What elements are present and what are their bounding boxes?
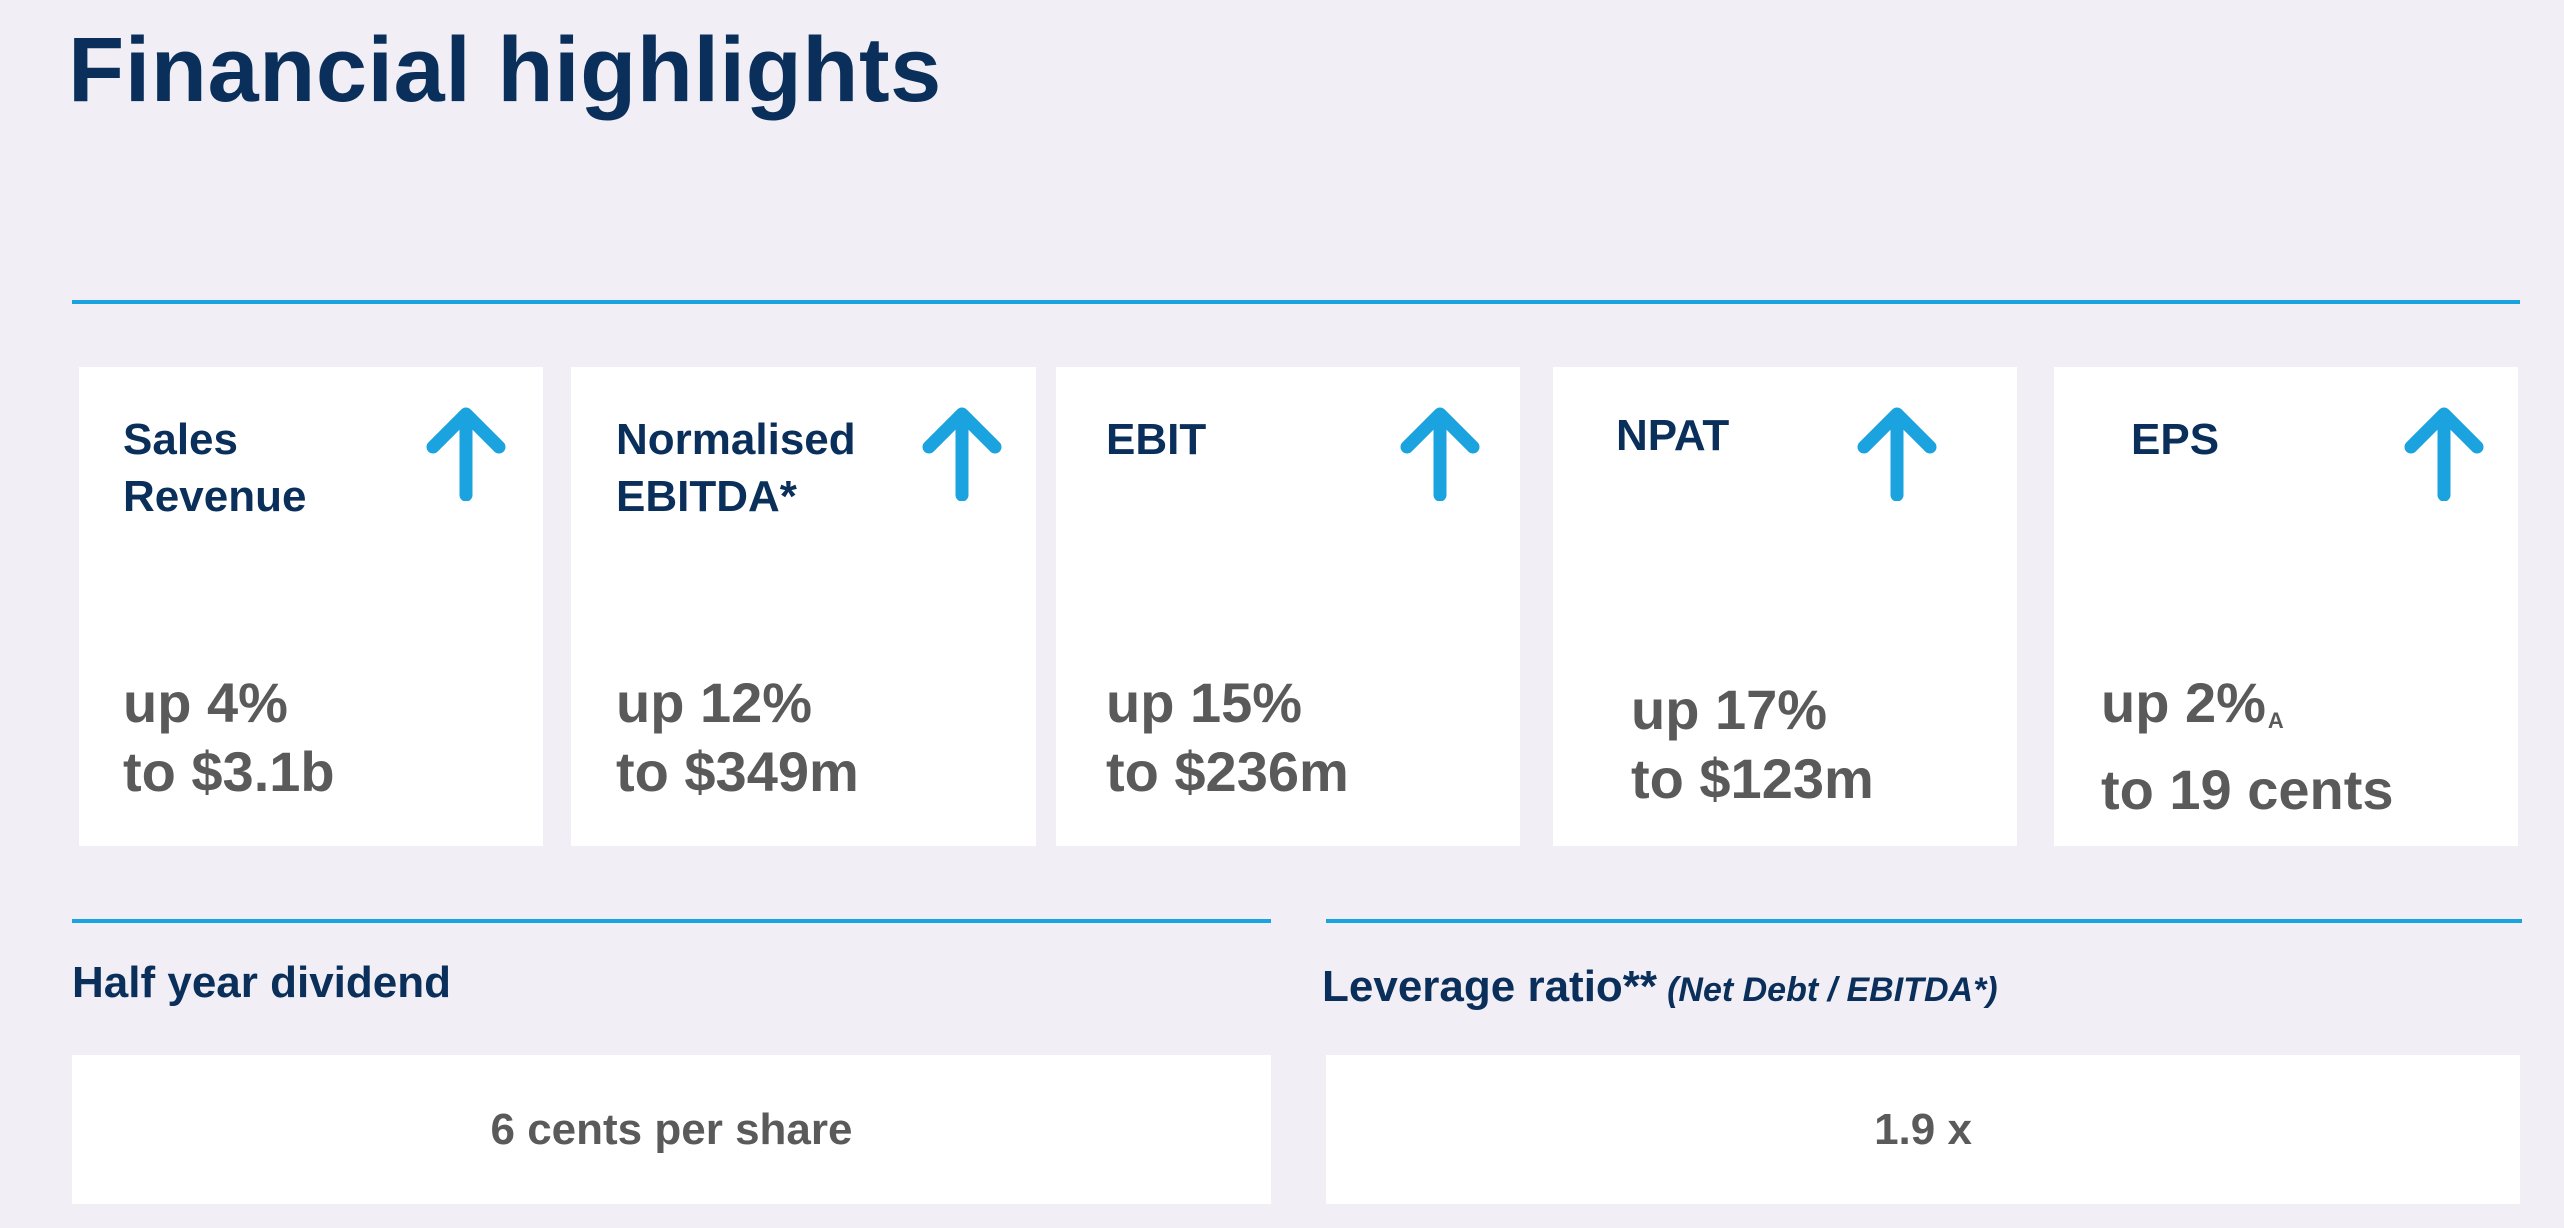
card-result: to $236m	[1106, 740, 1349, 803]
dividend-divider	[72, 919, 1271, 923]
card-label: EBIT	[1106, 411, 1206, 468]
card-value: up 12% to $349m	[616, 668, 859, 806]
card-label: Sales Revenue	[123, 411, 306, 525]
card-label-line-1: EBIT	[1106, 415, 1207, 464]
card-change: up 2%	[2101, 671, 2266, 734]
card-label-line-1: Sales	[123, 415, 238, 464]
card-change: up 4%	[123, 671, 288, 734]
card-value: up 17% to $123m	[1631, 675, 1874, 813]
card-result: to $123m	[1631, 747, 1874, 810]
card-change: up 12%	[616, 671, 813, 734]
card-sales-revenue: Sales Revenue up 4% to $3.1b	[79, 367, 543, 846]
top-divider	[72, 300, 2520, 304]
card-ebit: EBIT up 15% to $236m	[1056, 367, 1520, 846]
card-label: EPS	[2131, 411, 2219, 468]
card-label-line-1: EPS	[2131, 415, 2220, 464]
leverage-divider	[1326, 919, 2522, 923]
leverage-value: 1.9 x	[1874, 1104, 1972, 1154]
card-result: to 19 cents	[2101, 758, 2394, 821]
leverage-value-box: 1.9 x	[1326, 1055, 2520, 1204]
arrow-up-icon	[2404, 407, 2484, 501]
card-change: up 17%	[1631, 678, 1828, 741]
card-npat: NPAT up 17% to $123m	[1553, 367, 2017, 846]
card-value: up 2%A to 19 cents	[2101, 668, 2394, 824]
arrow-up-icon	[426, 407, 506, 501]
leverage-heading-label: Leverage ratio**	[1322, 962, 1658, 1011]
card-normalised-ebitda: Normalised EBITDA* up 12% to $349m	[571, 367, 1036, 846]
card-change: up 15%	[1106, 671, 1303, 734]
arrow-up-icon	[1857, 407, 1937, 501]
arrow-up-icon	[1400, 407, 1480, 501]
footnote-marker: A	[2267, 708, 2284, 733]
page-title: Financial highlights	[68, 19, 942, 121]
card-label-line-2: Revenue	[123, 472, 307, 521]
card-label: NPAT	[1616, 407, 1729, 464]
arrow-up-icon	[922, 407, 1002, 501]
card-label-line-1: Normalised	[616, 415, 856, 464]
card-value: up 4% to $3.1b	[123, 668, 335, 806]
leverage-subheading: (Net Debt / EBITDA*)	[1667, 971, 1998, 1009]
card-label-line-2: EBITDA*	[616, 472, 797, 521]
dividend-value-box: 6 cents per share	[72, 1055, 1271, 1204]
card-eps: EPS up 2%A to 19 cents	[2054, 367, 2518, 846]
card-result: to $349m	[616, 740, 859, 803]
card-value: up 15% to $236m	[1106, 668, 1349, 806]
leverage-heading: Leverage ratio** (Net Debt / EBITDA*)	[1322, 962, 1998, 1012]
card-label: Normalised EBITDA*	[616, 411, 856, 525]
card-change-line: up 2%A	[2101, 668, 2394, 755]
card-result: to $3.1b	[123, 740, 335, 803]
dividend-heading: Half year dividend	[72, 958, 452, 1007]
card-label-line-1: NPAT	[1616, 411, 1730, 460]
dividend-value: 6 cents per share	[490, 1104, 853, 1154]
